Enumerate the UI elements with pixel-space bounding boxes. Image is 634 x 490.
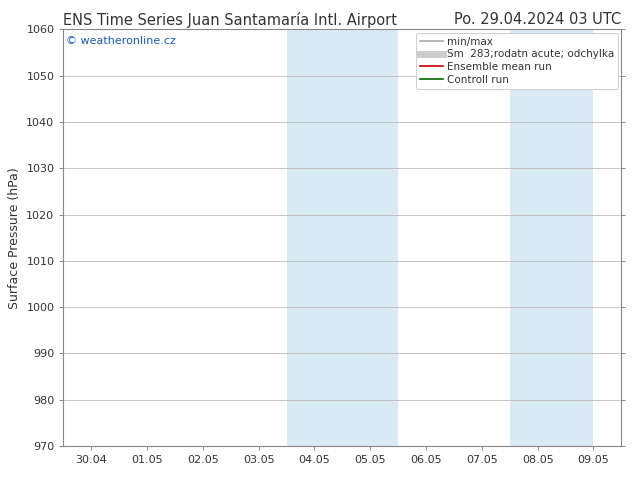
Bar — [510, 29, 593, 446]
Text: Po. 29.04.2024 03 UTC: Po. 29.04.2024 03 UTC — [454, 12, 621, 27]
Legend: min/max, Sm  283;rodatn acute; odchylka, Ensemble mean run, Controll run: min/max, Sm 283;rodatn acute; odchylka, … — [415, 32, 618, 89]
Text: ENS Time Series Juan Santamaría Intl. Airport: ENS Time Series Juan Santamaría Intl. Ai… — [63, 12, 398, 28]
Y-axis label: Surface Pressure (hPa): Surface Pressure (hPa) — [8, 167, 21, 309]
Text: © weatheronline.cz: © weatheronline.cz — [66, 36, 176, 46]
Bar — [287, 29, 398, 446]
